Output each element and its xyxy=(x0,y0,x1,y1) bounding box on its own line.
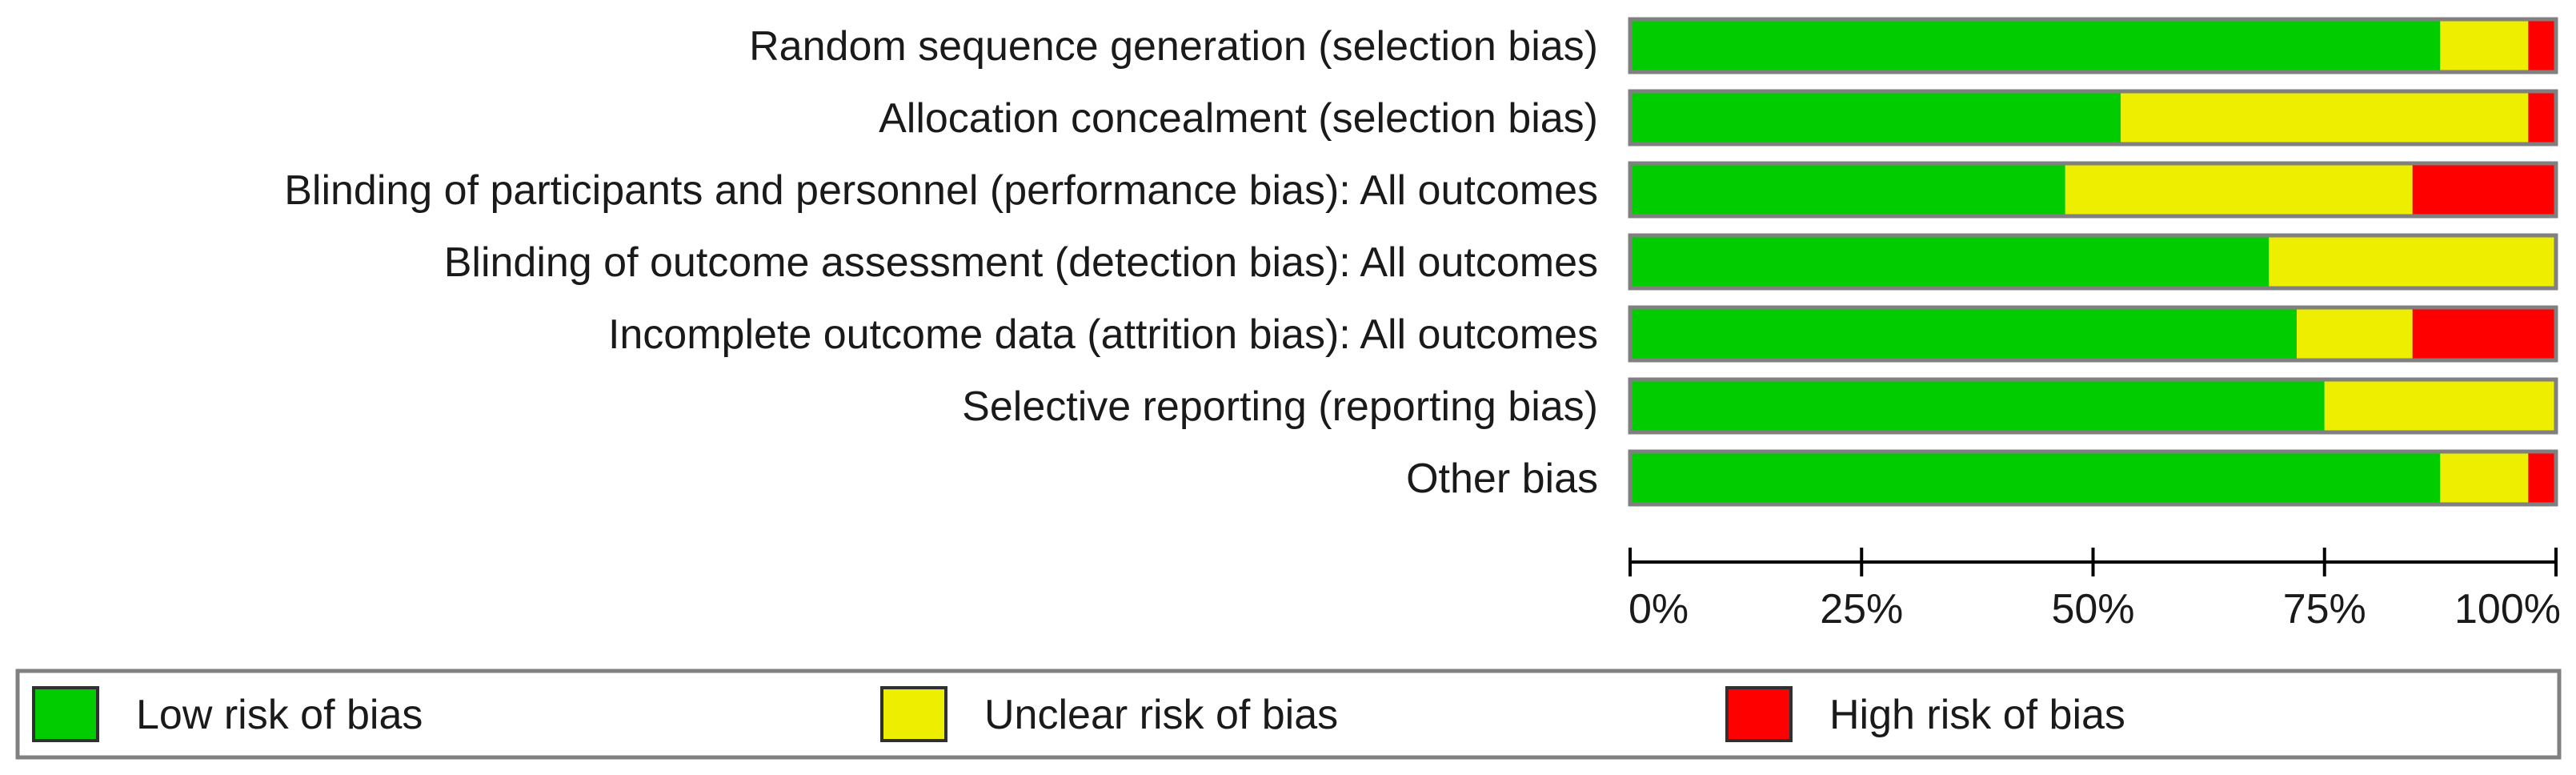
bar-segment-low-risk-of-bias-blinding-of-outcome-assessment-detection-bias-all-outcomes xyxy=(1630,235,2270,288)
category-label-incomplete-outcome-data-attrition-bias-all-outcomes: Incomplete outcome data (attrition bias)… xyxy=(608,311,1598,358)
bar-segment-low-risk-of-bias-incomplete-outcome-data-attrition-bias-all-outcomes xyxy=(1630,307,2298,360)
category-label-allocation-concealment-selection-bias: Allocation concealment (selection bias) xyxy=(879,95,1598,142)
bar-segment-high-risk-of-bias-blinding-of-participants-and-personnel-performance-bias-all-outcomes xyxy=(2412,163,2556,216)
bar-segment-unclear-risk-of-bias-allocation-concealment-selection-bias xyxy=(2121,91,2529,144)
bar-segment-unclear-risk-of-bias-incomplete-outcome-data-attrition-bias-all-outcomes xyxy=(2297,307,2413,360)
bar-segment-unclear-risk-of-bias-selective-reporting-reporting-bias xyxy=(2324,379,2556,432)
bar-segment-low-risk-of-bias-selective-reporting-reporting-bias xyxy=(1630,379,2325,432)
legend-box xyxy=(15,669,2562,760)
bar-segment-low-risk-of-bias-random-sequence-generation-selection-bias xyxy=(1630,19,2441,72)
bar-segment-high-risk-of-bias-other-bias xyxy=(2528,452,2556,504)
legend-label-high-risk-of-bias: High risk of bias xyxy=(1829,692,2125,738)
category-label-blinding-of-outcome-assessment-detection-bias-all-outcomes: Blinding of outcome assessment (detectio… xyxy=(444,239,1598,286)
category-label-other-bias: Other bias xyxy=(1406,456,1598,502)
bar-segment-high-risk-of-bias-incomplete-outcome-data-attrition-bias-all-outcomes xyxy=(2412,307,2556,360)
category-label-selective-reporting-reporting-bias: Selective reporting (reporting bias) xyxy=(962,383,1598,430)
bar-segment-high-risk-of-bias-allocation-concealment-selection-bias xyxy=(2528,91,2556,144)
bar-segment-unclear-risk-of-bias-blinding-of-participants-and-personnel-performance-bias-all-outcomes xyxy=(2065,163,2413,216)
legend-label-unclear-risk-of-bias: Unclear risk of bias xyxy=(984,692,1338,738)
x-tick-label: 75% xyxy=(2283,586,2366,632)
legend-swatch-high-risk-of-bias xyxy=(1725,686,1793,742)
category-label-random-sequence-generation-selection-bias: Random sequence generation (selection bi… xyxy=(749,23,1598,70)
bar-border-allocation-concealment-selection-bias xyxy=(1628,89,2558,147)
category-labels: Random sequence generation (selection bi… xyxy=(284,23,1598,502)
stacked-bars xyxy=(1628,17,2558,507)
bar-border-blinding-of-outcome-assessment-detection-bias-all-outcomes xyxy=(1628,233,2558,291)
x-tick-label: 0% xyxy=(1629,586,1689,632)
bar-segment-low-risk-of-bias-blinding-of-participants-and-personnel-performance-bias-all-outcomes xyxy=(1630,163,2065,216)
category-label-blinding-of-participants-and-personnel-performance-bias-all-outcomes: Blinding of participants and personnel (… xyxy=(284,167,1598,214)
legend-label-low-risk-of-bias: Low risk of bias xyxy=(136,692,423,738)
legend-swatch-low-risk-of-bias xyxy=(32,686,99,742)
legend: Low risk of bias Unclear risk of bias High… xyxy=(15,669,2562,760)
bar-segment-unclear-risk-of-bias-random-sequence-generation-selection-bias xyxy=(2440,19,2529,72)
bar-border-incomplete-outcome-data-attrition-bias-all-outcomes xyxy=(1628,305,2558,363)
bar-border-blinding-of-participants-and-personnel-performance-bias-all-outcomes xyxy=(1628,161,2558,219)
x-tick-label: 50% xyxy=(2051,586,2134,632)
bar-border-other-bias xyxy=(1628,449,2558,507)
bar-segment-low-risk-of-bias-other-bias xyxy=(1630,452,2441,504)
bar-segment-low-risk-of-bias-allocation-concealment-selection-bias xyxy=(1630,91,2121,144)
legend-swatch-unclear-risk-of-bias xyxy=(880,686,947,742)
bar-border-random-sequence-generation-selection-bias xyxy=(1628,17,2558,74)
bar-segment-unclear-risk-of-bias-blinding-of-outcome-assessment-detection-bias-all-outcomes xyxy=(2269,235,2556,288)
x-tick-label: 25% xyxy=(1820,586,1903,632)
bar-segment-unclear-risk-of-bias-other-bias xyxy=(2440,452,2529,504)
bar-border-selective-reporting-reporting-bias xyxy=(1628,377,2558,435)
x-axis: 0% 25% 50% 75% 100% xyxy=(1629,548,2561,632)
bar-segment-high-risk-of-bias-random-sequence-generation-selection-bias xyxy=(2528,19,2556,72)
x-tick-label: 100% xyxy=(2454,586,2561,632)
